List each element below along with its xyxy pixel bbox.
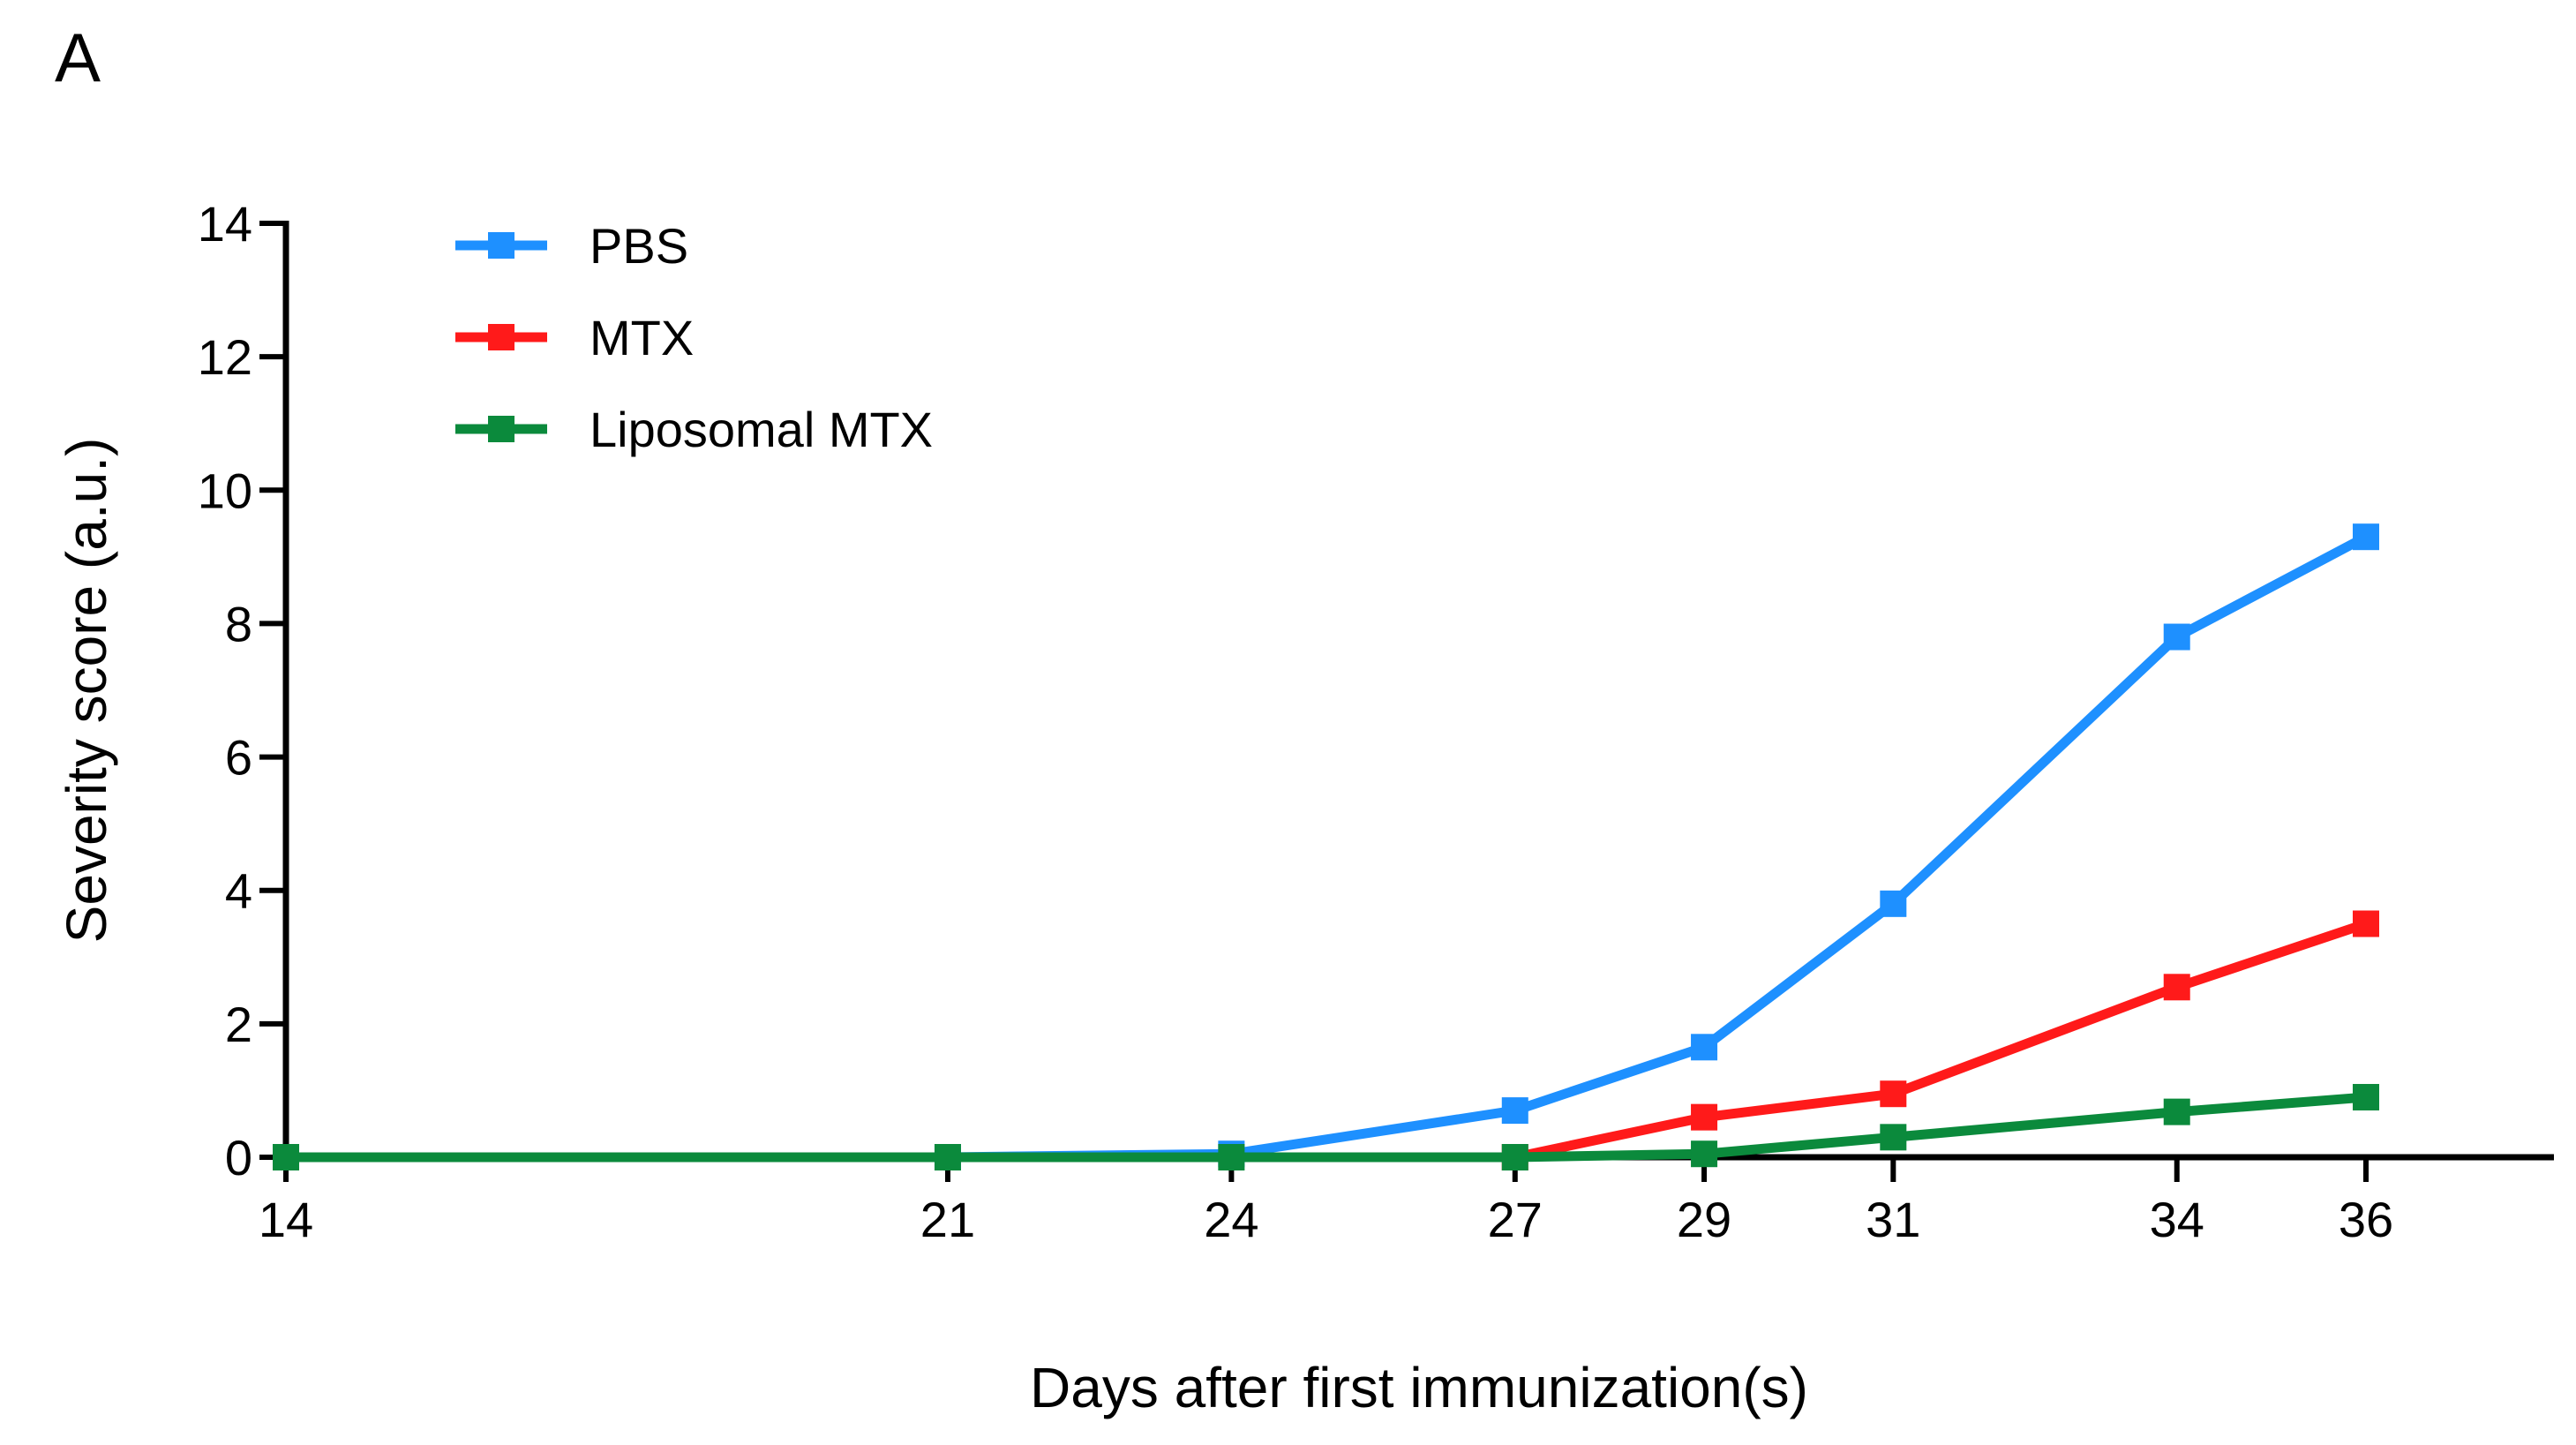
y-tick-label: 6 [225, 730, 252, 786]
series-liposomal-mtx [273, 1083, 2379, 1170]
y-axis: 0 2 4 6 8 10 12 14 [198, 196, 289, 1185]
x-tick-label: 21 [920, 1192, 975, 1247]
data-point-liposomal-mtx [1691, 1140, 1718, 1168]
data-point-pbs [1691, 1034, 1718, 1061]
data-point-liposomal-mtx [1880, 1124, 1907, 1151]
x-tick-label: 34 [2150, 1192, 2204, 1247]
data-point-liposomal-mtx [934, 1144, 961, 1170]
legend: PBS MTX Liposomal MTX [455, 218, 933, 457]
series-group [273, 523, 2379, 1170]
data-point-mtx [1691, 1103, 1718, 1131]
series-pbs [273, 523, 2379, 1170]
x-axis-title: Days after first immunization(s) [1030, 1356, 1808, 1419]
x-tick-label: 29 [1677, 1192, 1731, 1247]
legend-swatch-marker [488, 232, 514, 259]
x-tick-label: 36 [2339, 1192, 2393, 1247]
x-tick-label: 24 [1204, 1192, 1258, 1247]
x-tick-label: 31 [1866, 1192, 1920, 1247]
legend-label: Liposomal MTX [590, 402, 933, 457]
data-point-mtx [2163, 974, 2190, 1001]
data-point-liposomal-mtx [1218, 1144, 1245, 1170]
data-point-pbs [2353, 523, 2379, 551]
data-point-mtx [2353, 910, 2379, 937]
y-tick-label: 4 [225, 863, 252, 919]
x-tick-label: 14 [259, 1192, 313, 1247]
y-tick-label: 10 [198, 463, 252, 518]
data-point-liposomal-mtx [1501, 1144, 1528, 1170]
panel-label: A [55, 19, 101, 96]
data-point-pbs [1501, 1097, 1528, 1125]
data-point-liposomal-mtx [273, 1144, 299, 1170]
x-axis: 14 21 24 27 29 31 34 36 [259, 1154, 2554, 1247]
series-line-pbs [286, 532, 2369, 1163]
data-point-pbs [1880, 890, 1907, 917]
legend-label: MTX [590, 310, 694, 365]
data-point-liposomal-mtx [2353, 1083, 2379, 1110]
x-tick-label: 27 [1488, 1192, 1543, 1247]
data-point-pbs [2163, 623, 2190, 651]
y-tick-label: 12 [198, 329, 252, 385]
data-point-liposomal-mtx [2163, 1098, 2190, 1125]
legend-item-liposomal-mtx: Liposomal MTX [455, 402, 933, 457]
y-tick-label: 0 [225, 1130, 252, 1185]
legend-item-mtx: MTX [455, 310, 694, 365]
y-tick-label: 14 [198, 196, 252, 252]
data-point-mtx [1880, 1080, 1907, 1108]
y-axis-title: Severity score (a.u.) [55, 438, 118, 944]
y-tick-label: 2 [225, 997, 252, 1052]
legend-label: PBS [590, 218, 688, 274]
y-tick-label: 8 [225, 596, 252, 651]
legend-swatch-marker [488, 416, 514, 442]
series-line-liposomal-mtx [286, 1092, 2367, 1163]
legend-item-pbs: PBS [455, 218, 688, 274]
legend-swatch-marker [488, 324, 514, 350]
series-line-mtx [1513, 919, 2368, 1163]
